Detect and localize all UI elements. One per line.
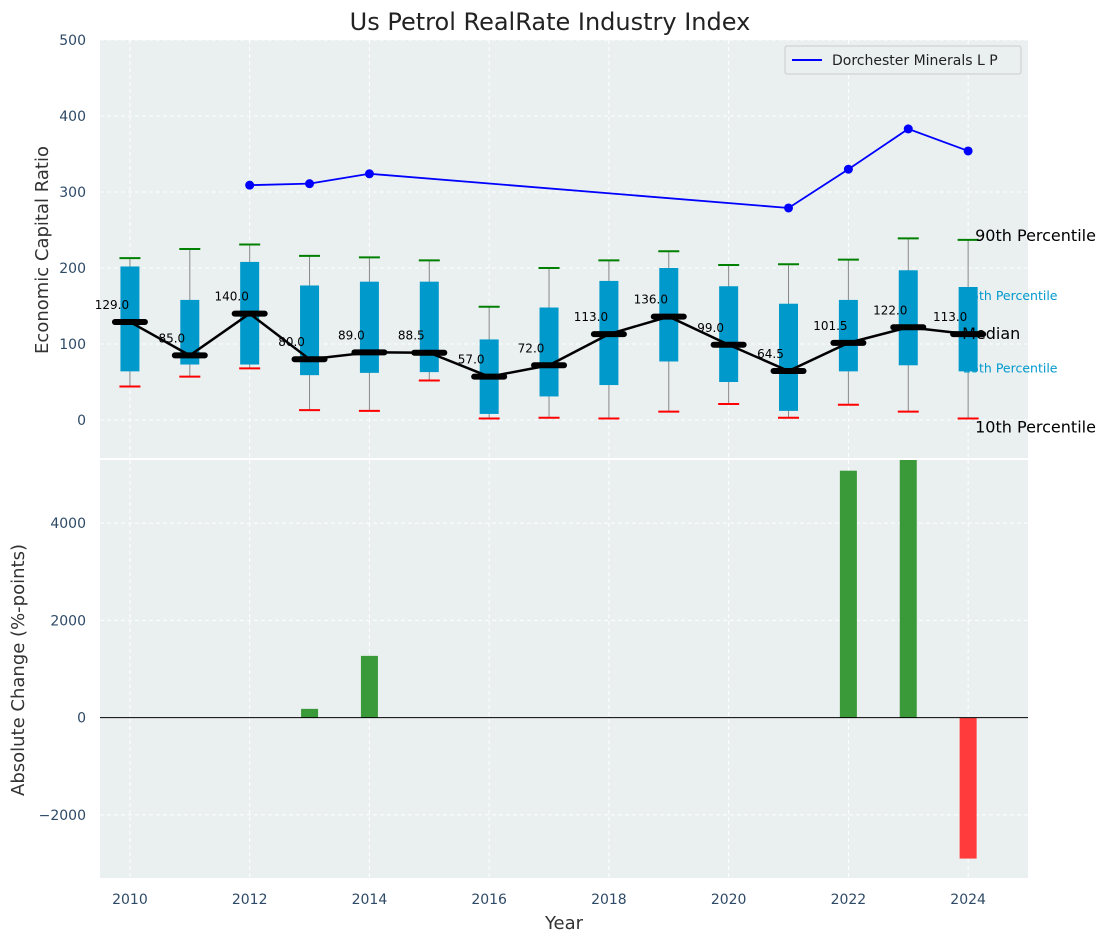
box-iqr bbox=[539, 307, 559, 397]
median-value-label: 80.0 bbox=[278, 335, 305, 349]
annotation-p25: 25th Percentile bbox=[963, 360, 1058, 375]
company-point bbox=[903, 124, 913, 134]
bottom-y-axis-label: Absolute Change (%-points) bbox=[8, 544, 29, 796]
box-iqr bbox=[419, 281, 439, 373]
annotation-p10: 10th Percentile bbox=[975, 417, 1096, 436]
change-bars bbox=[301, 460, 977, 859]
y-tick-label: 200 bbox=[59, 261, 86, 277]
y-tick-label: 400 bbox=[59, 109, 86, 125]
box-iqr bbox=[180, 299, 200, 365]
x-tick-label: 2022 bbox=[831, 892, 867, 908]
y-tick-label: 4000 bbox=[50, 516, 86, 532]
median-value-label: 140.0 bbox=[214, 290, 248, 304]
y-tick-label: 100 bbox=[59, 337, 86, 353]
top-y-tick-labels: 0 100 200 300 400 500 bbox=[59, 33, 86, 429]
x-tick-label: 2020 bbox=[711, 892, 747, 908]
box-iqr bbox=[779, 303, 799, 411]
top-panel-background bbox=[100, 40, 1028, 458]
median-value-label: 57.0 bbox=[458, 353, 485, 367]
company-point bbox=[245, 180, 255, 190]
company-point bbox=[305, 179, 315, 189]
annotation-p90: 90th Percentile bbox=[975, 226, 1096, 245]
top-y-axis-label: Economic Capital Ratio bbox=[32, 146, 53, 354]
y-tick-label: 0 bbox=[77, 711, 86, 727]
company-point bbox=[784, 203, 794, 213]
box-iqr bbox=[958, 287, 978, 372]
x-tick-label: 2012 bbox=[232, 892, 268, 908]
company-point bbox=[364, 169, 374, 179]
median-value-label: 99.0 bbox=[697, 321, 724, 335]
median-value-label: 72.0 bbox=[518, 341, 545, 355]
y-tick-label: 500 bbox=[59, 33, 86, 49]
y-tick-label: −2000 bbox=[39, 808, 86, 824]
x-tick-label: 2010 bbox=[112, 892, 148, 908]
x-tick-label: 2014 bbox=[352, 892, 388, 908]
company-point bbox=[963, 146, 973, 156]
percentile-annotations: 90th Percentile 75th Percentile Median 25th… bbox=[962, 226, 1096, 437]
company-point bbox=[843, 164, 853, 174]
annotation-p75: 75th Percentile bbox=[963, 288, 1058, 303]
legend-label: Dorchester Minerals L P bbox=[832, 53, 998, 69]
median-value-label: 85.0 bbox=[158, 331, 185, 345]
change-bar bbox=[899, 460, 917, 718]
box-iqr bbox=[719, 286, 739, 382]
box-iqr bbox=[300, 285, 320, 376]
y-tick-label: 0 bbox=[77, 413, 86, 429]
median-value-label: 113.0 bbox=[574, 310, 608, 324]
legend-box bbox=[784, 45, 1022, 75]
median-value-label: 129.0 bbox=[95, 298, 129, 312]
change-bar bbox=[360, 655, 378, 718]
box-iqr bbox=[838, 299, 858, 372]
legend: Dorchester Minerals L P bbox=[784, 45, 1022, 75]
change-bar bbox=[301, 708, 319, 718]
median-trend-line bbox=[129, 312, 969, 378]
x-axis-label: Year bbox=[544, 913, 584, 934]
x-tick-label: 2016 bbox=[471, 892, 507, 908]
median-value-label: 136.0 bbox=[634, 293, 668, 307]
x-tick-labels: 2010 2012 2014 2016 2018 2020 2022 2024 bbox=[112, 892, 986, 908]
change-bar bbox=[839, 470, 857, 718]
company-series-group bbox=[245, 124, 973, 213]
box-iqr bbox=[120, 266, 140, 372]
box-iqr bbox=[898, 270, 918, 366]
median-value-label: 101.5 bbox=[813, 319, 847, 333]
change-bar bbox=[959, 717, 977, 859]
median-value-label: 89.0 bbox=[338, 328, 365, 342]
y-tick-label: 2000 bbox=[50, 613, 86, 629]
median-value-label: 113.0 bbox=[933, 310, 967, 324]
annotation-median: Median bbox=[962, 324, 1020, 343]
median-value-label: 64.5 bbox=[757, 347, 784, 361]
bottom-y-tick-labels: −2000 0 2000 4000 bbox=[39, 516, 86, 824]
median-value-labels: 129.0 85.0 140.0 80.0 89.0 88.5 57.0 72.0 113.0 1… bbox=[95, 290, 968, 367]
y-tick-label: 300 bbox=[59, 185, 86, 201]
median-value-label: 88.5 bbox=[398, 329, 425, 343]
top-panel: 0 100 200 300 400 500 129.0 85.0 140.0 80.0 89.0 8… bbox=[32, 8, 1096, 458]
chart-title: Us Petrol RealRate Industry Index bbox=[350, 8, 751, 36]
median-line-group bbox=[129, 312, 969, 378]
bottom-panel-background bbox=[100, 460, 1028, 878]
box-iqr bbox=[359, 281, 379, 373]
median-value-label: 122.0 bbox=[873, 303, 907, 317]
x-tick-label: 2018 bbox=[591, 892, 627, 908]
x-tick-label: 2024 bbox=[950, 892, 986, 908]
